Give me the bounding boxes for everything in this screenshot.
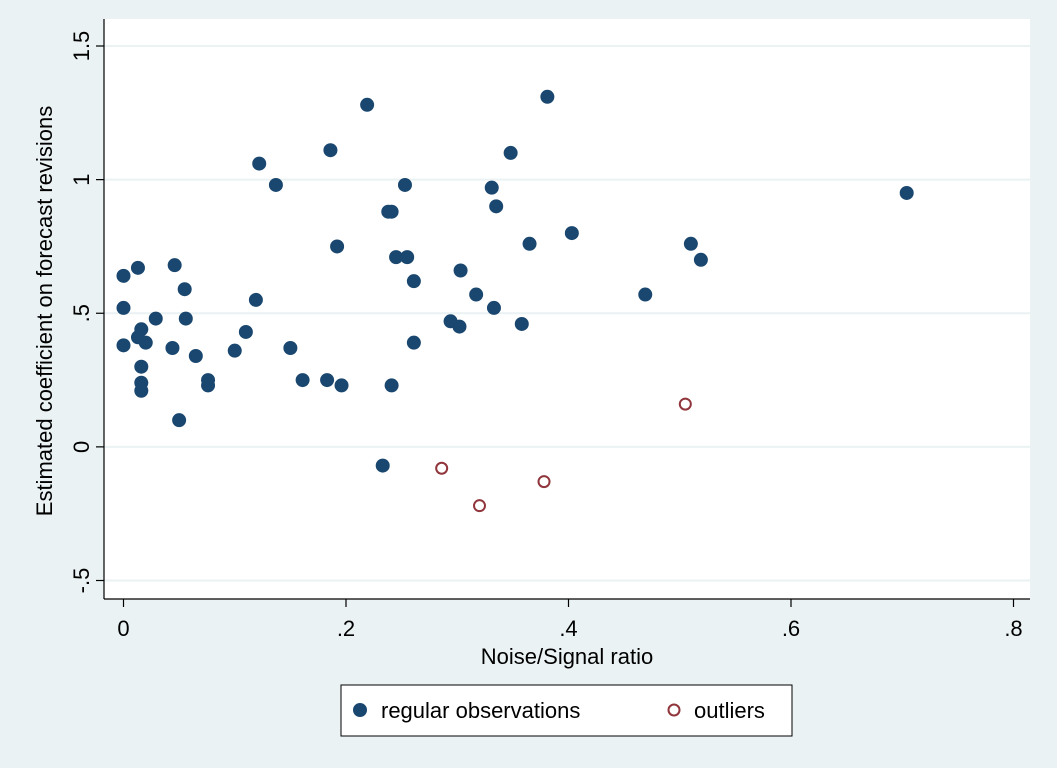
point-regular-observations-24 xyxy=(283,340,298,355)
point-regular-observations-27 xyxy=(323,143,338,158)
plot-area xyxy=(104,19,1030,599)
x-axis-title: Noise/Signal ratio xyxy=(481,644,653,669)
point-regular-observations-54 xyxy=(693,252,708,267)
point-outliers-3 xyxy=(678,397,692,411)
legend-marker-regular-observations xyxy=(353,703,367,717)
x-tick-label-2: .4 xyxy=(559,616,577,641)
point-regular-observations-49 xyxy=(522,236,537,251)
point-regular-observations-55 xyxy=(899,185,914,200)
point-outliers-1 xyxy=(473,499,486,513)
point-regular-observations-33 xyxy=(384,204,399,219)
point-regular-observations-16 xyxy=(188,349,203,364)
point-regular-observations-3 xyxy=(130,260,145,275)
point-regular-observations-8 xyxy=(134,383,149,398)
legend-label-regular-observations: regular observations xyxy=(381,698,580,723)
point-regular-observations-19 xyxy=(227,343,242,358)
point-regular-observations-29 xyxy=(334,378,349,393)
legend: regular observations outliers xyxy=(340,684,793,737)
point-regular-observations-39 xyxy=(406,335,421,350)
point-regular-observations-1 xyxy=(116,300,131,315)
point-regular-observations-20 xyxy=(238,324,253,339)
x-tick-label-1: .2 xyxy=(337,616,355,641)
point-regular-observations-25 xyxy=(295,373,310,388)
y-axis-title: Estimated coefficient on forecast revisi… xyxy=(32,106,57,516)
point-regular-observations-34 xyxy=(384,378,399,393)
grid-lines xyxy=(104,45,1030,582)
point-regular-observations-36 xyxy=(397,177,412,192)
x-axis-ticks: 0 .2 .4 .6 .8 xyxy=(117,599,1023,641)
point-regular-observations-6 xyxy=(134,359,149,374)
point-regular-observations-13 xyxy=(172,413,187,428)
legend-box xyxy=(340,684,793,737)
point-regular-observations-51 xyxy=(564,226,579,241)
point-regular-observations-41 xyxy=(452,319,467,334)
point-regular-observations-38 xyxy=(406,274,421,289)
point-regular-observations-50 xyxy=(540,89,555,104)
point-regular-observations-28 xyxy=(330,239,345,254)
point-regular-observations-18 xyxy=(201,378,216,393)
y-tick-label-4: 1.5 xyxy=(69,31,94,62)
point-regular-observations-45 xyxy=(486,300,501,315)
y-axis-ticks: -.5 0 .5 1 1.5 xyxy=(69,31,104,594)
point-regular-observations-44 xyxy=(484,180,499,195)
point-regular-observations-15 xyxy=(178,311,193,326)
y-tick-label-1: 0 xyxy=(69,441,94,453)
point-regular-observations-42 xyxy=(453,263,468,278)
legend-marker-outliers xyxy=(667,703,681,717)
x-tick-label-3: .6 xyxy=(782,616,800,641)
point-regular-observations-43 xyxy=(469,287,484,302)
point-regular-observations-30 xyxy=(360,97,375,112)
point-regular-observations-26 xyxy=(320,373,335,388)
point-regular-observations-2 xyxy=(116,338,131,353)
legend-label-outliers: outliers xyxy=(694,698,765,723)
y-tick-label-2: .5 xyxy=(69,304,94,322)
point-regular-observations-31 xyxy=(375,458,390,473)
point-regular-observations-5 xyxy=(134,322,149,337)
x-tick-label-0: 0 xyxy=(117,616,129,641)
data-points xyxy=(116,89,914,513)
point-outliers-2 xyxy=(537,475,551,489)
point-regular-observations-52 xyxy=(638,287,653,302)
x-tick-label-4: .8 xyxy=(1004,616,1022,641)
point-regular-observations-9 xyxy=(138,335,153,350)
point-regular-observations-47 xyxy=(503,145,518,160)
point-outliers-0 xyxy=(435,461,449,475)
point-regular-observations-0 xyxy=(116,268,131,283)
point-regular-observations-37 xyxy=(400,250,415,265)
point-regular-observations-14 xyxy=(177,282,192,297)
point-regular-observations-11 xyxy=(165,340,180,355)
point-regular-observations-12 xyxy=(167,258,182,273)
point-regular-observations-21 xyxy=(248,292,263,307)
point-regular-observations-10 xyxy=(148,311,163,326)
point-regular-observations-46 xyxy=(489,199,504,214)
y-tick-label-3: 1 xyxy=(69,174,94,186)
y-tick-label-0: -.5 xyxy=(69,568,94,594)
point-regular-observations-22 xyxy=(252,156,267,171)
point-regular-observations-48 xyxy=(514,316,529,331)
point-regular-observations-53 xyxy=(683,236,698,251)
point-regular-observations-23 xyxy=(268,177,283,192)
